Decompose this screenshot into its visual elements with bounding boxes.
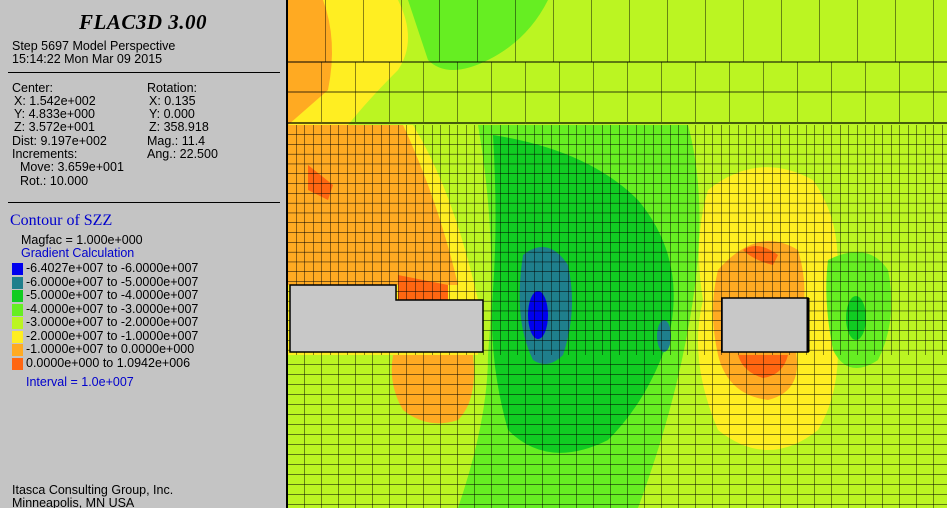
legend-swatch: [12, 276, 23, 289]
legend-label: 0.0000e+000 to 1.0942e+006: [26, 355, 191, 370]
magfac: Magfac = 1.000e+000: [21, 233, 143, 247]
center-z: Z: 3.572e+001: [14, 120, 95, 134]
rotation-x: X: 0.135: [149, 94, 196, 108]
contour-title: Contour of SZZ: [10, 212, 113, 229]
legend-swatch: [12, 330, 23, 343]
legend-swatch: [12, 303, 23, 316]
divider: [8, 202, 280, 203]
mesh-grid-lower: [288, 355, 947, 508]
increments-label: Increments:: [12, 147, 78, 161]
legend-label: -4.0000e+007 to -3.0000e+007: [26, 301, 199, 316]
magnification: Mag.: 11.4: [147, 134, 206, 148]
mesh-grid-upper: [288, 0, 947, 62]
legend-swatch: [12, 263, 23, 275]
legend-swatch: [12, 357, 23, 370]
distance: Dist: 9.197e+002: [12, 134, 107, 148]
legend-label: -6.4027e+007 to -6.0000e+007: [26, 261, 199, 275]
rotation-y: Y: 0.000: [149, 107, 195, 121]
timestamp: 15:14:22 Mon Mar 09 2015: [12, 52, 163, 66]
move-increment: Move: 3.659e+001: [20, 160, 124, 174]
excavation-left: [289, 284, 484, 353]
legend-label: -6.0000e+007 to -5.0000e+007: [26, 274, 199, 289]
legend-panel: FLAC3D 3.00 Step 5697 Model Perspective …: [0, 0, 286, 508]
legend-label: -1.0000e+007 to 0.0000e+000: [26, 342, 195, 356]
company-location: Minneapolis, MN USA: [12, 496, 135, 509]
excavation-right: [721, 297, 809, 353]
app-title: FLAC3D 3.00: [78, 10, 207, 34]
model-viewport[interactable]: [288, 0, 947, 508]
angle: Ang.: 22.500: [147, 147, 218, 161]
center-label: Center:: [12, 81, 53, 95]
legend-label: -3.0000e+007 to -2.0000e+007: [26, 315, 199, 329]
rot-increment: Rot.: 10.000: [20, 174, 89, 188]
contour-plot: [288, 0, 947, 508]
interval-label: Interval = 1.0e+007: [26, 375, 134, 389]
center-x: X: 1.542e+002: [14, 94, 96, 108]
center-y: Y: 4.833e+000: [14, 107, 95, 121]
company-name: Itasca Consulting Group, Inc.: [12, 483, 174, 497]
legend-swatch: [12, 317, 23, 329]
legend-label: -2.0000e+007 to -1.0000e+007: [26, 328, 199, 343]
legend-swatch: [12, 290, 23, 302]
legend-label: -5.0000e+007 to -4.0000e+007: [26, 288, 199, 302]
rotation-z: Z: 358.918: [149, 120, 209, 134]
gradient-label: Gradient Calculation: [21, 246, 135, 260]
legend-swatch: [12, 344, 23, 356]
divider: [8, 72, 280, 73]
panel-border: [286, 0, 288, 508]
step-info: Step 5697 Model Perspective: [12, 39, 176, 53]
rotation-label: Rotation:: [147, 81, 198, 95]
